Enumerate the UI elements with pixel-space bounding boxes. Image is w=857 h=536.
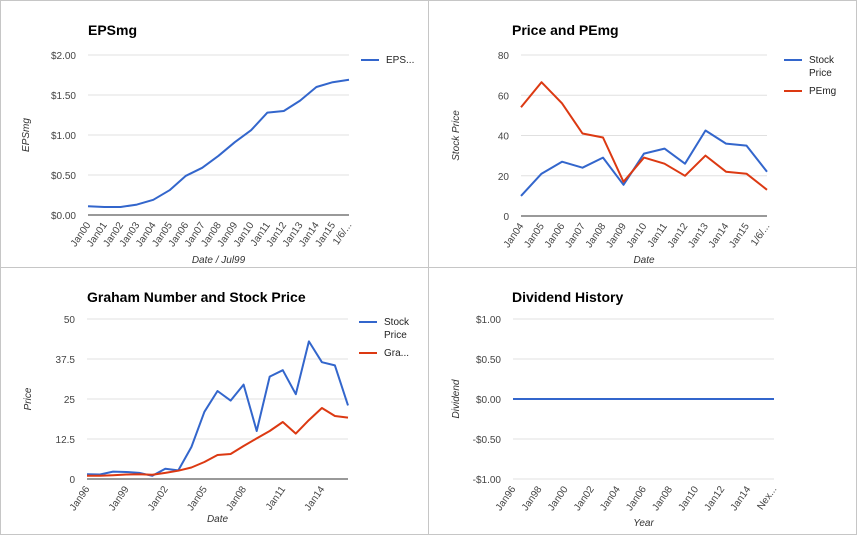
eps-title: EPSmg <box>88 22 137 38</box>
price_pe-x-tick-label: Jan05 <box>522 221 547 250</box>
dividend-y-tick-label: $0.00 <box>476 395 501 406</box>
graham-legend-label-0: Stock <box>384 317 410 328</box>
price_pe-legend-label-1: PEmg <box>809 86 836 97</box>
graham-x-tick-label: Jan02 <box>146 484 171 513</box>
dividend-x-axis-label: Year <box>633 518 654 529</box>
price_pe-x-tick-label: Jan12 <box>666 221 691 250</box>
price_pe-svg: Price and PEmg020406080Jan04Jan05Jan06Ja… <box>451 22 836 266</box>
price_pe-x-tick-label: Jan09 <box>604 221 629 250</box>
dividend-x-tick-label: Jan04 <box>598 484 623 513</box>
dividend-x-tick-label: Jan06 <box>624 484 649 513</box>
eps-chart-panel: EPSmg $0.00 $0.50 $1.00 $1.50 $2.00 Jan00 Jan01… <box>0 0 429 268</box>
dividend-x-tick-label: Jan10 <box>677 484 702 513</box>
graham-x-tick-label: Jan08 <box>224 484 249 513</box>
graham-x-tick-label: Jan14 <box>303 484 328 513</box>
dividend-y-tick-label: -$0.50 <box>473 435 502 446</box>
price_pe-x-tick-label: Jan15 <box>727 221 752 250</box>
dividend-x-tick-label: Jan00 <box>546 484 571 513</box>
eps-y-tick-label: $2.00 <box>51 51 76 62</box>
price_pe-y-tick-label: 0 <box>503 212 509 223</box>
dividend-title: Dividend History <box>512 289 623 305</box>
eps-x-axis-label: Date / Jul99 <box>192 255 246 266</box>
price_pe-x-tick-label: Jan04 <box>502 221 527 250</box>
graham-y-tick-label: 0 <box>69 475 75 486</box>
dividend-x-tick-label: Jan12 <box>703 484 728 513</box>
price_pe-x-tick-label: Jan13 <box>686 221 711 250</box>
price_pe-y-tick-label: 60 <box>498 91 510 102</box>
dividend-chart-panel: Dividend History -$1.00 -$0.50 $0.00 $0.50 $1… <box>428 267 857 535</box>
dividend-x-tick-label: Nex... <box>755 484 779 512</box>
eps-y-axis-label: EPSmg <box>21 118 32 152</box>
graham-x-tick-label: Jan99 <box>107 484 132 513</box>
graham-legend-label-0-cont: Price <box>384 330 407 341</box>
dividend-y-axis-label: Dividend <box>451 379 462 418</box>
price_pe-x-axis-label: Date <box>633 255 655 266</box>
graham-series-line-1 <box>87 407 349 477</box>
dividend-x-tick-label: Jan96 <box>494 484 519 513</box>
graham-x-tick-label: Jan96 <box>68 484 93 513</box>
price_pe-x-tick-label: Jan14 <box>707 221 732 250</box>
price_pe-x-tick-label: Jan08 <box>584 221 609 250</box>
dividend-y-tick-label: $0.50 <box>476 355 501 366</box>
graham-chart-panel: Graham Number and Stock Price 0 12.5 25 37.5… <box>0 267 429 535</box>
graham-y-tick-label: 50 <box>64 315 76 326</box>
graham-legend-label-1: Gra... <box>384 348 409 359</box>
dividend-x-tick-label: Jan02 <box>572 484 597 513</box>
dividend-x-tick-label: Jan08 <box>650 484 675 513</box>
price_pe-legend-label-0: Stock <box>809 55 835 66</box>
dividend-x-tick-label: Jan98 <box>520 484 545 513</box>
dividend-svg: Dividend History -$1.00 -$0.50 $0.00 $0.50 $1… <box>451 289 779 529</box>
eps-legend-label-0: EPS... <box>386 55 414 66</box>
graham-y-tick-label: 12.5 <box>56 435 76 446</box>
price_pe-legend-label-0-cont: Price <box>809 68 832 79</box>
graham-x-tick-label: Jan05 <box>185 484 210 513</box>
eps-y-tick-label: $0.50 <box>51 171 76 182</box>
price_pe-y-tick-label: 80 <box>498 51 510 62</box>
price_pe-y-axis-label: Stock Price <box>451 110 462 161</box>
eps-svg: EPSmg$0.00$0.50$1.00$1.50$2.00Jan00Jan01… <box>21 22 414 266</box>
price_pe-series-line-1 <box>520 81 768 191</box>
eps-series-line-0 <box>87 78 350 208</box>
graham-series-line-0 <box>86 340 349 477</box>
price-pe-chart-panel: Price and PEmg 0 20 40 60 80 Jan04 Jan05 Jan06 Ja… <box>428 0 857 268</box>
price_pe-series-line-0 <box>520 129 768 197</box>
eps-y-tick-label: $1.50 <box>51 91 76 102</box>
dividend-y-tick-label: -$1.00 <box>473 475 502 486</box>
price_pe-x-tick-label: Jan10 <box>625 221 650 250</box>
price_pe-title: Price and PEmg <box>512 22 619 38</box>
price_pe-x-tick-label: Jan06 <box>543 221 568 250</box>
graham-y-axis-label: Price <box>23 387 34 410</box>
graham-x-axis-label: Date <box>207 514 229 525</box>
eps-y-tick-label: $1.00 <box>51 131 76 142</box>
graham-y-tick-label: 37.5 <box>56 355 76 366</box>
graham-title: Graham Number and Stock Price <box>87 289 306 305</box>
graham-x-tick-label: Jan11 <box>264 484 288 512</box>
price_pe-x-tick-label: Jan07 <box>563 221 588 250</box>
graham-y-tick-label: 25 <box>64 395 76 406</box>
eps-y-tick-label: $0.00 <box>51 211 76 222</box>
graham-svg: Graham Number and Stock Price 0 12.5 25 37.5… <box>23 289 410 525</box>
price_pe-y-tick-label: 40 <box>498 132 510 143</box>
price_pe-y-tick-label: 20 <box>498 172 510 183</box>
dividend-y-tick-label: $1.00 <box>476 315 501 326</box>
price_pe-x-tick-label: 1/6/... <box>749 221 772 248</box>
dividend-x-tick-label: Jan14 <box>729 484 754 513</box>
